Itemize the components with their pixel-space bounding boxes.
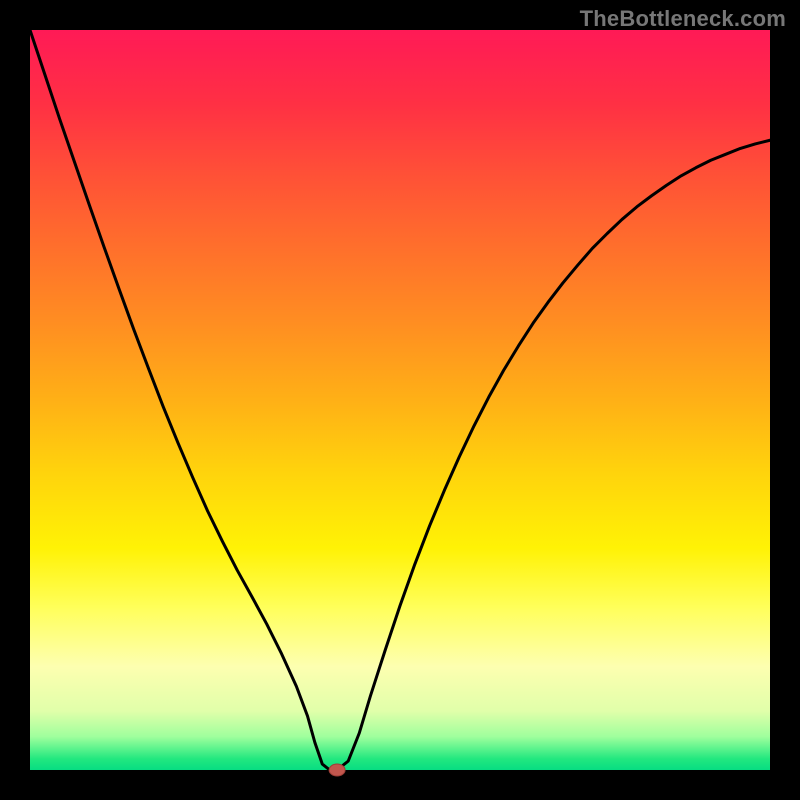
- chart-container: TheBottleneck.com: [0, 0, 800, 800]
- bottleneck-chart: [0, 0, 800, 800]
- optimum-marker: [329, 764, 345, 776]
- watermark-text: TheBottleneck.com: [580, 6, 786, 32]
- plot-background: [30, 30, 770, 770]
